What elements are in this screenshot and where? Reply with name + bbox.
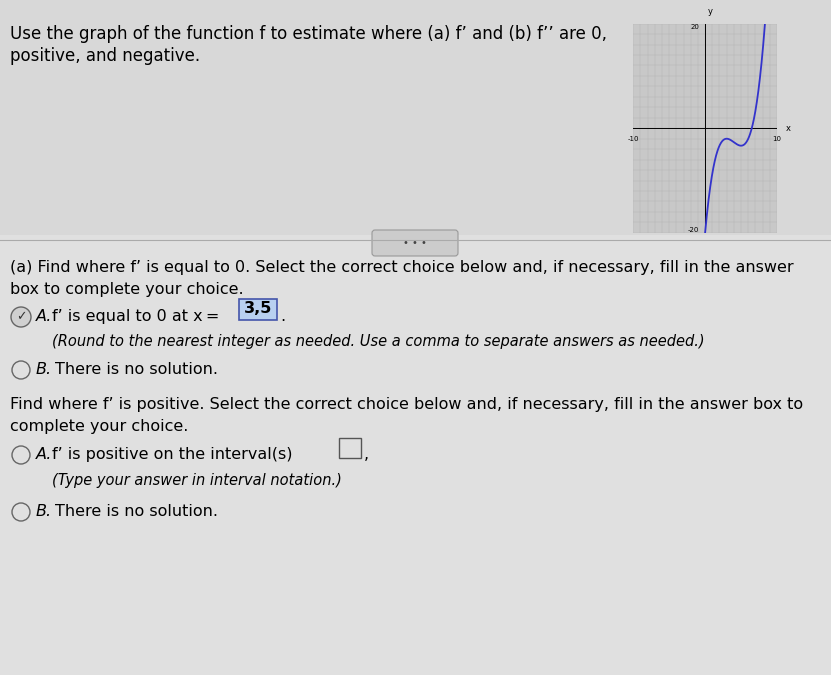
Text: x: x [785,124,790,133]
Text: 3,5: 3,5 [243,301,273,316]
Text: There is no solution.: There is no solution. [55,362,218,377]
Text: ✓: ✓ [16,310,27,323]
Text: A.: A. [36,309,52,324]
FancyBboxPatch shape [239,299,277,320]
Text: Use the graph of the function f to estimate where (a) f’ and (b) f’’ are 0,: Use the graph of the function f to estim… [10,25,607,43]
FancyBboxPatch shape [372,230,458,256]
Text: f’ is equal to 0 at x =: f’ is equal to 0 at x = [52,309,223,324]
FancyBboxPatch shape [0,0,831,235]
Text: (Type your answer in interval notation.): (Type your answer in interval notation.) [52,473,342,488]
Text: f’ is positive on the interval(s): f’ is positive on the interval(s) [52,447,308,462]
Text: .: . [280,309,285,324]
Text: B.: B. [36,362,52,377]
Text: -20: -20 [688,227,700,233]
Text: y: y [708,7,713,16]
Text: (Round to the nearest integer as needed. Use a comma to separate answers as need: (Round to the nearest integer as needed.… [52,334,705,349]
Text: complete your choice.: complete your choice. [10,419,189,434]
FancyBboxPatch shape [0,235,831,675]
Text: (a) Find where f’ is equal to 0. Select the correct choice below and, if necessa: (a) Find where f’ is equal to 0. Select … [10,260,794,275]
Text: -10: -10 [627,136,639,142]
Text: 20: 20 [691,24,700,30]
Text: Find where f’ is positive. Select the correct choice below and, if necessary, fi: Find where f’ is positive. Select the co… [10,397,803,412]
Text: B.: B. [36,504,52,519]
Text: positive, and negative.: positive, and negative. [10,47,200,65]
Text: ,: , [364,447,369,462]
Circle shape [11,307,31,327]
Text: 10: 10 [773,136,781,142]
Text: box to complete your choice.: box to complete your choice. [10,282,243,297]
Text: • • •: • • • [403,238,427,248]
Text: There is no solution.: There is no solution. [55,504,218,519]
Text: A.: A. [36,447,52,462]
FancyBboxPatch shape [339,438,361,458]
